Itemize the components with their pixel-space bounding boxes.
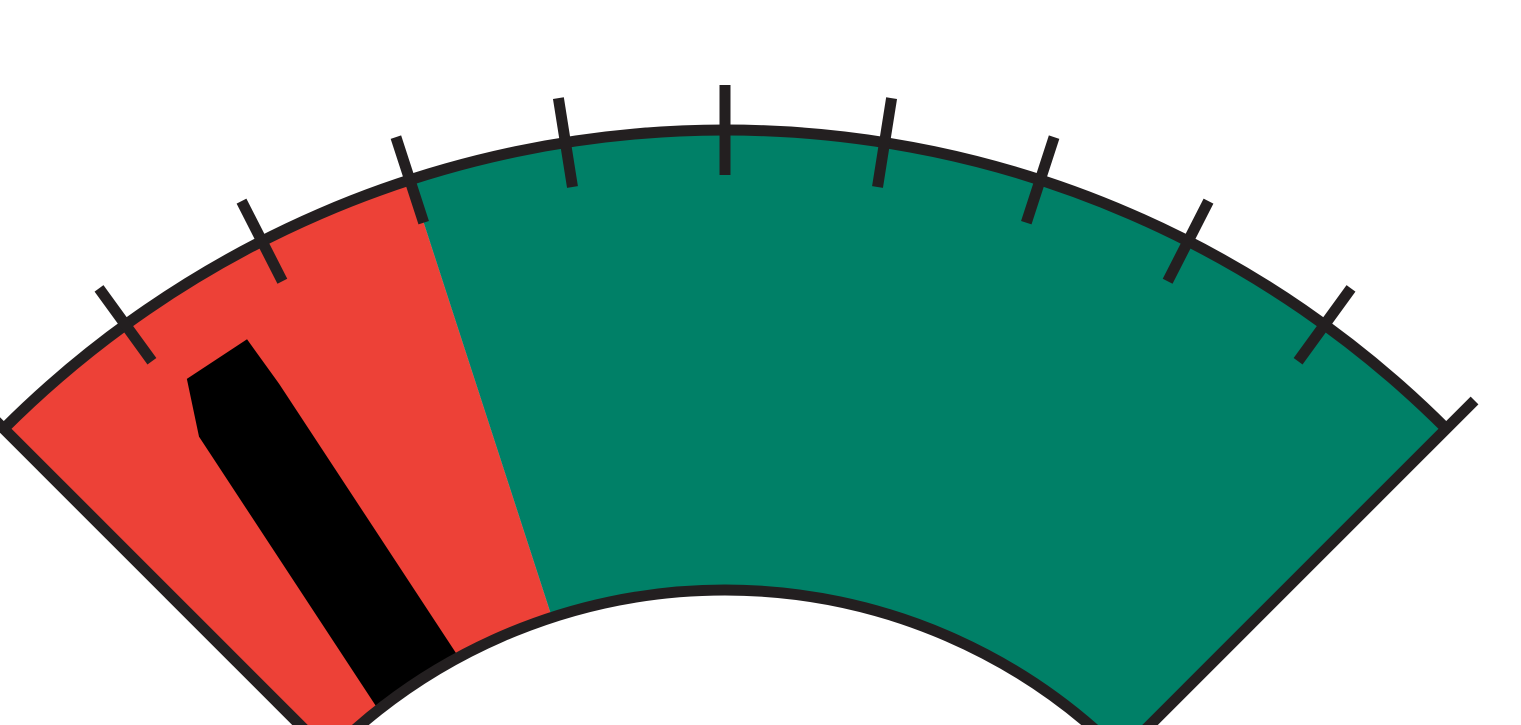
tick-mark <box>872 97 898 188</box>
safe-zone <box>409 130 1447 725</box>
tick-mark <box>390 135 429 225</box>
gauge-needle-layer <box>186 339 461 713</box>
tick-mark <box>94 285 157 365</box>
tick-mark <box>236 198 288 284</box>
tick-mark <box>1293 285 1356 365</box>
tick-mark <box>1021 135 1060 225</box>
right-edge <box>1142 396 1479 725</box>
inner-arc <box>352 584 1098 725</box>
gauge-ticks <box>94 85 1356 365</box>
needle <box>186 339 461 713</box>
tick-mark <box>1162 198 1214 284</box>
tick-mark <box>552 97 578 188</box>
left-edge <box>0 417 308 725</box>
